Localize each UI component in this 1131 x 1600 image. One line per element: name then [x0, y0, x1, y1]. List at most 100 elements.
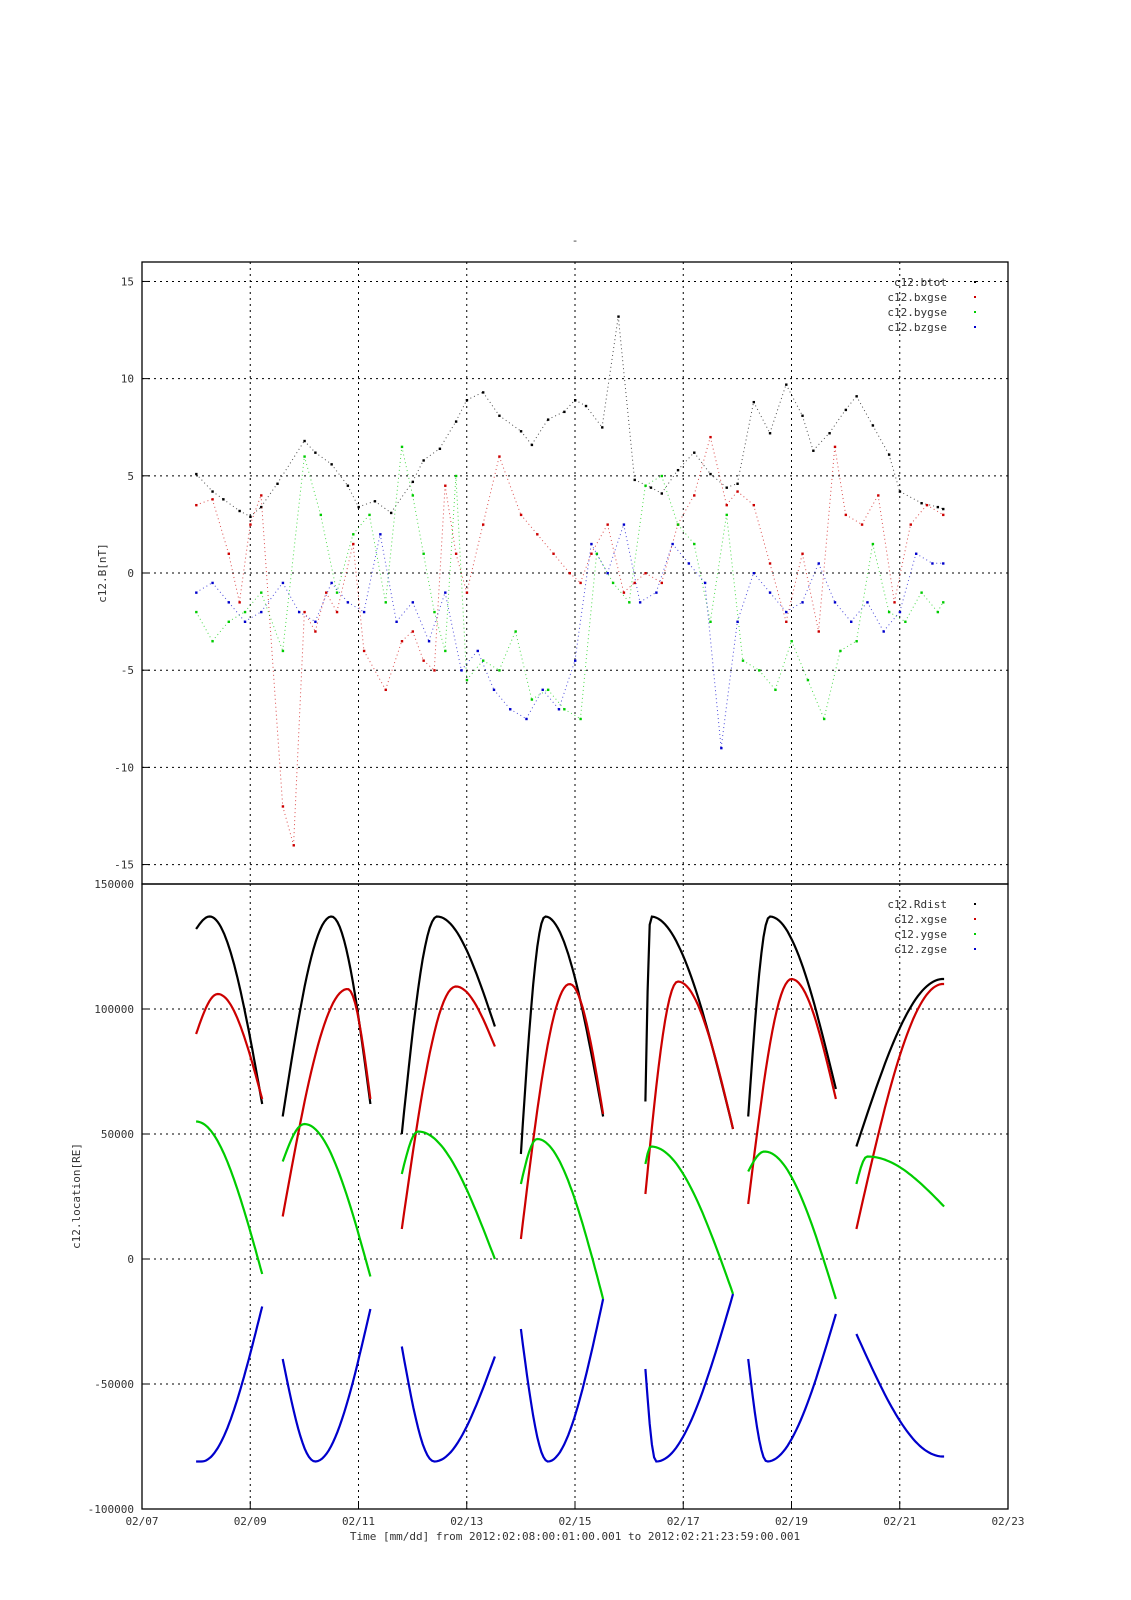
top-y-tick-label: 0 [127, 567, 134, 580]
c12-bxgse-trace [606, 524, 625, 593]
x-tick-label: 02/19 [775, 1515, 808, 1528]
c12-ygse-orbit-line [519, 1137, 605, 1300]
c12-bygse-trace [904, 592, 922, 622]
c12-btot-trace [650, 487, 662, 494]
c12-ygse-orbit-line [644, 1145, 735, 1295]
c12-bygse-trace [455, 475, 468, 680]
c12-bzgse-point [574, 659, 577, 662]
c12-bzgse-point [606, 572, 609, 575]
bottom-y-tick-label: 100000 [94, 1003, 134, 1016]
c12-btot-trace [845, 395, 857, 411]
c12-bygse-trace [385, 446, 403, 603]
c12-ygse-orbit-line [747, 1150, 837, 1300]
c12-bxgse-trace [336, 543, 354, 612]
c12-btot-trace [482, 391, 500, 416]
c12-xgse-orbit-line [644, 980, 735, 1195]
top-legend-label: c12.bygse [887, 306, 947, 319]
c12-btot-trace [872, 425, 890, 455]
c12-bygse-point [335, 591, 339, 594]
c12-bygse-point [465, 678, 469, 682]
c12-ygse-orbit-line [400, 1130, 496, 1260]
c12-bygse-trace [498, 631, 516, 671]
c12-bygse-trace [244, 592, 262, 613]
c12-bxgse-trace [677, 495, 695, 525]
c12-btot-trace [374, 500, 392, 514]
c12-bxgse-trace [769, 563, 787, 622]
c12-bxgse-point [660, 581, 663, 585]
c12-btot-trace [574, 399, 587, 407]
c12-bygse-trace [612, 582, 630, 603]
c12-Rdist-orbit-line [644, 915, 735, 1130]
c12-bygse-trace [921, 592, 939, 613]
c12-bzgse-trace [590, 543, 608, 574]
c12-bygse-trace [645, 475, 662, 486]
c12-bxgse-trace [195, 498, 213, 506]
bottom-legend-label: c12.zgse [894, 943, 947, 956]
c12-bzgse-point [882, 630, 885, 633]
c12-btot-trace [601, 316, 619, 428]
c12-bxgse-trace [249, 495, 262, 525]
c12-btot-trace [222, 498, 240, 512]
magnetic-field-panel: 15 10 5 0 -5 -10 -15 c12.B[nT] c12.btot c12.bxg… [96, 261, 1009, 885]
c12-bygse-trace [482, 660, 500, 671]
c12-bxgse-trace [801, 553, 820, 632]
top-y-axis-label: c12.B[nT] [96, 543, 109, 603]
c12-bxgse-trace [877, 495, 895, 603]
c12-bxgse-trace [314, 592, 327, 632]
c12-bxgse-trace [303, 611, 316, 632]
c12-bzgse-trace [211, 582, 229, 603]
c12-bygse-point [855, 640, 858, 643]
c12-btot-trace [617, 316, 636, 480]
c12-ygse-orbit-line [196, 1120, 264, 1275]
c12-btot-point [389, 511, 393, 515]
c12-bygse-trace [260, 592, 284, 651]
c12-zgse-orbit-line [747, 1313, 837, 1463]
c12-bygse-point [709, 620, 712, 623]
top-y-tick-label: 10 [121, 373, 134, 386]
c12-bygse-trace [228, 611, 246, 623]
c12-btot-point [411, 480, 415, 484]
c12-btot-point [563, 410, 566, 414]
top-y-tick-label: -15 [114, 859, 134, 872]
c12-bygse-trace [320, 514, 338, 593]
c12-bzgse-trace [428, 592, 446, 642]
c12-bzgse-trace [228, 601, 246, 622]
top-legend: c12.btot c12.bxgse c12.bygse c12.bzgse [887, 276, 976, 334]
bottom-legend: c12.Rdist c12.xgse c12.ygse c12.zgse [887, 898, 976, 956]
c12-btot-trace [358, 500, 375, 508]
c12-btot-trace [801, 415, 814, 451]
c12-bxgse-point [893, 601, 896, 604]
c12-bzgse-point [362, 610, 366, 614]
c12-xgse-orbit-line [519, 982, 605, 1240]
c12-bxgse-point [238, 601, 241, 604]
c12-bygse-trace [514, 631, 533, 700]
c12-bygse-trace [596, 553, 614, 583]
c12-bxgse-trace [444, 485, 457, 554]
x-tick-label: 02/23 [991, 1515, 1024, 1528]
c12-Rdist-orbit-line [400, 915, 496, 1135]
c12-bxgse-point [465, 591, 469, 594]
x-tick-label: 02/11 [342, 1515, 375, 1528]
c12-bzgse-point [314, 620, 317, 623]
c12-bxgse-point [785, 620, 788, 623]
c12-bygse-trace [195, 611, 213, 642]
c12-bygse-trace [872, 543, 890, 612]
c12-bzgse-trace [801, 563, 820, 603]
bottom-plot-frame [141, 883, 1009, 1510]
c12-btot-trace [390, 481, 414, 514]
c12-bzgse-trace [347, 601, 365, 613]
bottom-y-tick-label: 50000 [101, 1128, 134, 1141]
c12-bygse-trace [888, 611, 906, 623]
c12-bxgse-point [292, 844, 295, 847]
c12-btot-trace [785, 384, 803, 416]
c12-bygse-trace [401, 446, 414, 496]
c12-bzgse-trace [769, 592, 787, 613]
c12-bygse-trace [937, 601, 944, 613]
c12-bygse-trace [211, 621, 229, 642]
c12-bygse-point [628, 601, 631, 604]
c12-bzgse-trace [623, 524, 641, 603]
c12-bygse-trace [368, 514, 387, 603]
c12-bzgse-trace [672, 543, 690, 564]
c12-btot-trace [498, 415, 522, 432]
top-y-tick-labels: 15 10 5 0 -5 -10 -15 [114, 275, 150, 872]
